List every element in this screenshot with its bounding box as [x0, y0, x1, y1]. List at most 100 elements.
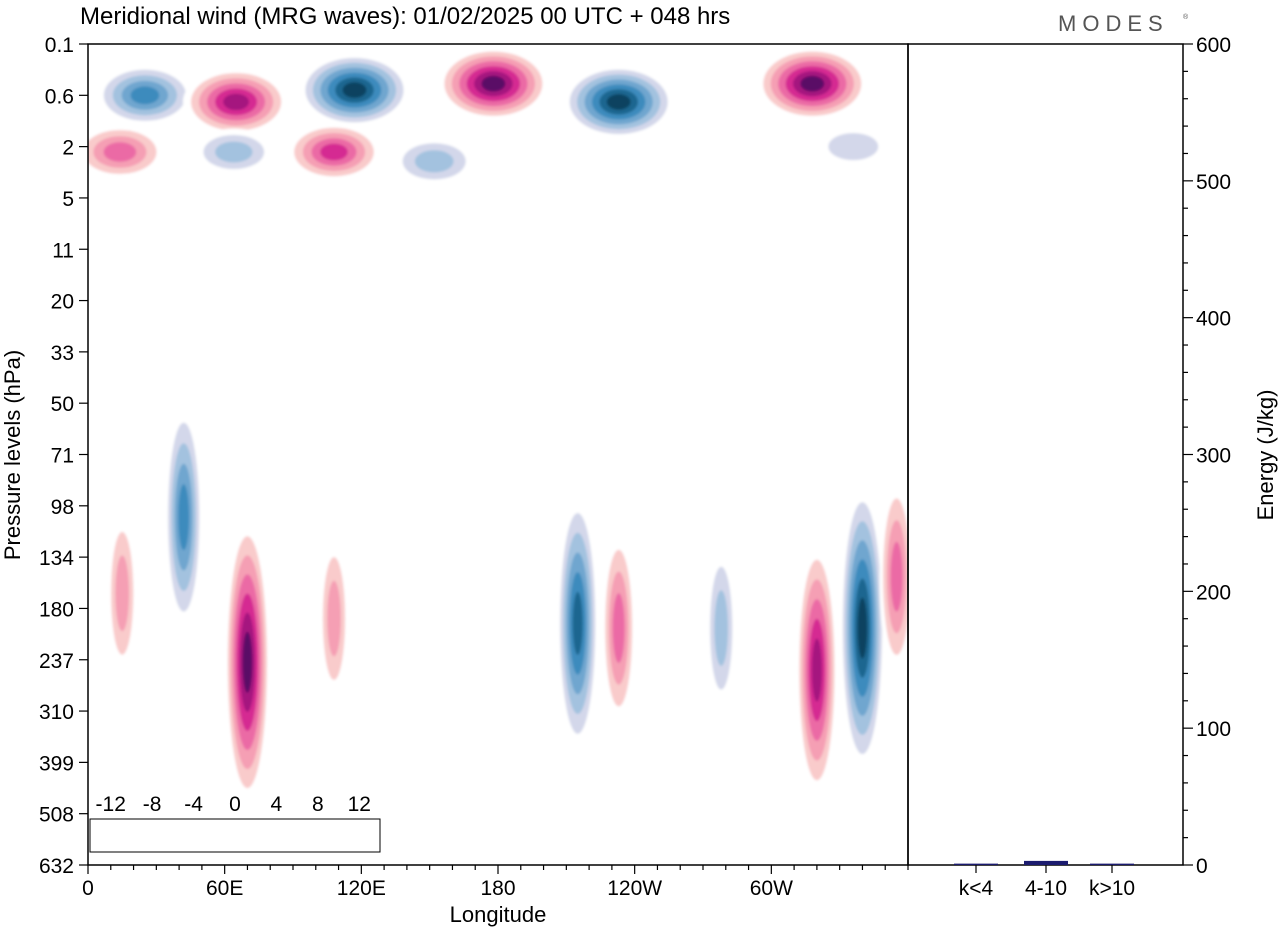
contour-band: [612, 593, 625, 663]
wind-feature: [191, 128, 276, 176]
y-tick-label: 98: [51, 496, 74, 519]
contour-band: [572, 591, 583, 655]
colorbar-tick-label: 8: [312, 793, 324, 816]
energy-tick-label: 500: [1196, 171, 1231, 194]
wind-feature: [318, 533, 350, 704]
wind-feature: [224, 517, 270, 808]
colorbar-tick-label: -12: [96, 793, 126, 816]
wind-feature: [839, 483, 886, 774]
energy-category-label: k<4: [959, 877, 994, 900]
wind-feature: [298, 53, 411, 128]
energy-tick-label: 300: [1196, 445, 1231, 468]
wind-feature: [182, 67, 290, 136]
y-tick-label: 134: [39, 547, 74, 570]
contour-band: [800, 75, 825, 92]
y-tick-label: 237: [39, 650, 74, 673]
wind-feature: [285, 122, 383, 182]
energy-tick-label: 0: [1196, 855, 1208, 878]
y-tick-label: 2: [62, 137, 74, 160]
contour-band: [714, 590, 728, 666]
contour-band: [223, 93, 250, 111]
colorbar-tick-label: 12: [348, 793, 371, 816]
energy-axes: 0 100 200 300 400 500 600 k<4 4-10 k>10: [959, 34, 1231, 900]
y-tick-label: 33: [51, 342, 74, 365]
energy-tick-label: 200: [1196, 581, 1231, 604]
modes-logo-mark: ®: [1183, 13, 1189, 21]
y-tick-label: 71: [51, 445, 74, 468]
contour-band: [857, 597, 868, 659]
contour-band: [130, 86, 160, 105]
x-tick-label: 120W: [607, 877, 662, 900]
colorbar: -12 -8 -4 0 4 8 12: [89, 793, 381, 853]
wind-feature: [755, 46, 869, 121]
y-tick-label: 508: [39, 804, 74, 827]
x-tick-label: 60W: [750, 877, 793, 900]
contour-band: [242, 631, 253, 693]
contour-band: [342, 82, 367, 98]
colorbar-frame: [89, 818, 381, 853]
energy-bar-frame: [907, 43, 1184, 866]
chart-title: Meridional wind (MRG waves): 01/02/2025 …: [80, 3, 730, 30]
wind-feature: [705, 543, 737, 714]
y-tick-label: 0.6: [45, 85, 74, 108]
colorbar-tick-label: 4: [271, 793, 283, 816]
heatmap-plot-area: [88, 44, 908, 865]
contour-band: [320, 143, 348, 161]
y-tick-label: 310: [39, 701, 74, 724]
energy-category-label: 4-10: [1025, 877, 1067, 900]
heatmap-axes: 0.1 0.6 2 5 11 20 33 50 71 98 134 180 237 310 399 508 63…: [39, 34, 909, 900]
energy-bars: [954, 860, 1134, 865]
wind-feature: [796, 540, 838, 800]
y-tick-label: 11: [52, 239, 74, 262]
energy-bar: [954, 863, 998, 865]
y-tick-label: 632: [39, 855, 74, 878]
energy-tick-label: 600: [1196, 34, 1231, 57]
energy-tick-label: 100: [1196, 718, 1231, 741]
wind-feature: [812, 124, 894, 169]
wind-feature: [879, 476, 908, 677]
contour-band: [606, 94, 631, 110]
x-tick-label: 180: [480, 877, 515, 900]
contour-band: [178, 484, 190, 550]
x-tick-label: 60E: [206, 877, 243, 900]
contour-band: [215, 141, 253, 163]
contour-band: [327, 580, 341, 657]
contour-band: [811, 638, 822, 702]
energy-bar: [1090, 863, 1134, 865]
wind-feature: [94, 64, 195, 127]
contour-band: [481, 75, 506, 92]
y-tick-label: 180: [39, 598, 74, 621]
y-axis-label: Pressure levels (hPa): [0, 350, 25, 560]
wind-feature: [106, 508, 138, 679]
contour-band: [115, 555, 129, 632]
modes-logo: MODES: [1058, 11, 1169, 36]
wind-feature: [88, 124, 167, 180]
energy-category-label: k>10: [1089, 877, 1135, 900]
contour-field: [88, 46, 908, 808]
colorbar-tick-label: -4: [184, 793, 203, 816]
y-tick-label: 399: [39, 752, 74, 775]
y-tick-label: 50: [51, 393, 74, 416]
y-tick-label: 0.1: [45, 34, 74, 57]
colorbar-tick-label: -8: [143, 793, 162, 816]
x-axis-label: Longitude: [450, 902, 547, 927]
energy-bar-panel: 0 100 200 300 400 500 600 k<4 4-10 k>10 Energy (J…: [907, 34, 1278, 900]
contour-band: [890, 541, 903, 612]
y-tick-label: 5: [62, 188, 74, 211]
wind-feature: [164, 402, 203, 633]
wind-feature: [562, 64, 676, 139]
x-tick-label: 120E: [337, 877, 386, 900]
energy-bar: [1024, 860, 1068, 865]
energy-tick-label: 400: [1196, 308, 1231, 331]
wind-feature: [601, 528, 636, 729]
contour-band: [414, 150, 454, 173]
contour-band: [103, 142, 137, 162]
wind-feature: [390, 136, 478, 187]
y-tick-label: 20: [51, 291, 74, 314]
colorbar-tick-label: 0: [229, 793, 241, 816]
wind-feature: [437, 46, 550, 121]
energy-axis-label: Energy (J/kg): [1253, 390, 1278, 521]
wind-feature: [556, 493, 599, 754]
